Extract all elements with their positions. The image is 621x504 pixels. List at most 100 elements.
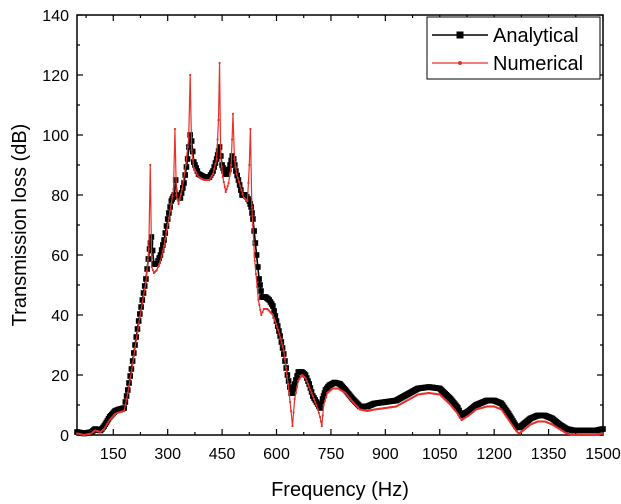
numerical-point — [107, 420, 110, 423]
analytical-point — [157, 252, 164, 258]
x-tick-label: 900 — [372, 446, 399, 463]
analytical-point — [226, 166, 232, 173]
numerical-point — [285, 374, 289, 377]
numerical-point — [162, 244, 166, 248]
numerical-point — [298, 377, 301, 381]
analytical-point — [149, 247, 156, 254]
numerical-point — [258, 303, 261, 307]
numerical-point — [249, 127, 252, 131]
numerical-point — [126, 391, 129, 395]
numerical-point — [292, 411, 295, 414]
numerical-point — [103, 427, 106, 431]
analytical-point — [319, 396, 326, 402]
numerical-point — [458, 414, 461, 418]
numerical-point — [185, 154, 188, 158]
analytical-point — [220, 165, 226, 171]
numerical-point — [241, 192, 244, 196]
y-tick-label: 140 — [42, 8, 69, 25]
analytical-point — [290, 390, 296, 396]
numerical-point — [175, 193, 178, 197]
numerical-point — [156, 265, 160, 269]
numerical-point — [293, 397, 296, 401]
numerical-point — [317, 411, 320, 415]
numerical-point — [127, 384, 131, 388]
analytical-point — [294, 373, 300, 379]
analytical-point — [192, 162, 198, 168]
numerical-point — [226, 184, 229, 188]
numerical-point — [237, 180, 241, 184]
legend-numerical-label: Numerical — [493, 53, 583, 75]
x-tick-label: 450 — [209, 446, 236, 463]
analytical-point — [183, 164, 190, 170]
y-tick-label: 100 — [42, 128, 69, 145]
numerical-point — [125, 397, 128, 401]
analytical-point — [600, 426, 606, 432]
numerical-point — [105, 424, 108, 427]
series-layer — [74, 61, 606, 437]
analytical-point — [257, 282, 263, 288]
numerical-point — [320, 424, 323, 428]
analytical-point — [247, 201, 254, 207]
numerical-point — [217, 118, 220, 122]
analytical-point — [306, 381, 312, 387]
numerical-point — [151, 268, 154, 272]
analytical-point — [155, 258, 161, 264]
numerical-point — [172, 187, 175, 191]
numerical-point — [137, 322, 140, 326]
series-numerical — [75, 61, 605, 437]
analytical-point — [214, 152, 221, 158]
numerical-point — [291, 424, 294, 428]
numerical-point — [216, 138, 219, 141]
numerical-point — [177, 202, 180, 206]
numerical-point — [133, 346, 137, 350]
analytical-point — [215, 148, 222, 154]
numerical-point — [135, 338, 138, 342]
numerical-point — [106, 422, 109, 425]
numerical-point — [276, 325, 279, 329]
numerical-point — [218, 61, 221, 65]
numerical-point — [316, 407, 319, 411]
y-tick-label: 40 — [51, 308, 69, 325]
numerical-point — [257, 298, 260, 302]
numerical-point — [170, 202, 173, 206]
analytical-point — [274, 323, 281, 329]
analytical-point — [258, 288, 264, 294]
analytical-point — [163, 223, 170, 229]
numerical-point — [315, 403, 318, 407]
numerical-point — [278, 333, 281, 336]
numerical-point — [234, 165, 237, 168]
numerical-point — [208, 178, 211, 182]
analytical-point — [307, 385, 314, 391]
analytical-point — [156, 255, 163, 261]
numerical-point — [306, 382, 310, 386]
analytical-point — [164, 216, 171, 222]
analytical-point — [270, 303, 276, 309]
numerical-point — [310, 391, 313, 395]
legend-analytical-marker — [456, 31, 464, 39]
numerical-point — [223, 185, 226, 189]
numerical-point — [233, 157, 236, 161]
numerical-point — [227, 181, 230, 185]
analytical-point — [317, 405, 323, 411]
numerical-point — [319, 420, 323, 423]
analytical-point — [181, 180, 187, 186]
analytical-point — [182, 172, 189, 178]
analytical-point — [320, 393, 327, 399]
numerical-point — [221, 175, 224, 179]
numerical-point — [259, 308, 262, 312]
analytical-point — [191, 159, 197, 165]
numerical-point — [294, 391, 297, 395]
numerical-point — [195, 171, 198, 174]
numerical-point — [192, 166, 195, 170]
analytical-point — [302, 372, 309, 378]
numerical-point — [248, 163, 251, 167]
numerical-point — [246, 199, 249, 203]
x-tick-label: 1350 — [531, 446, 567, 463]
analytical-point — [290, 385, 297, 392]
legend: Analytical Numerical — [426, 16, 601, 80]
numerical-point — [183, 171, 186, 175]
series-numerical-line — [76, 62, 604, 436]
numerical-point — [143, 287, 146, 291]
analytical-point — [221, 168, 227, 174]
numerical-point — [311, 394, 314, 398]
